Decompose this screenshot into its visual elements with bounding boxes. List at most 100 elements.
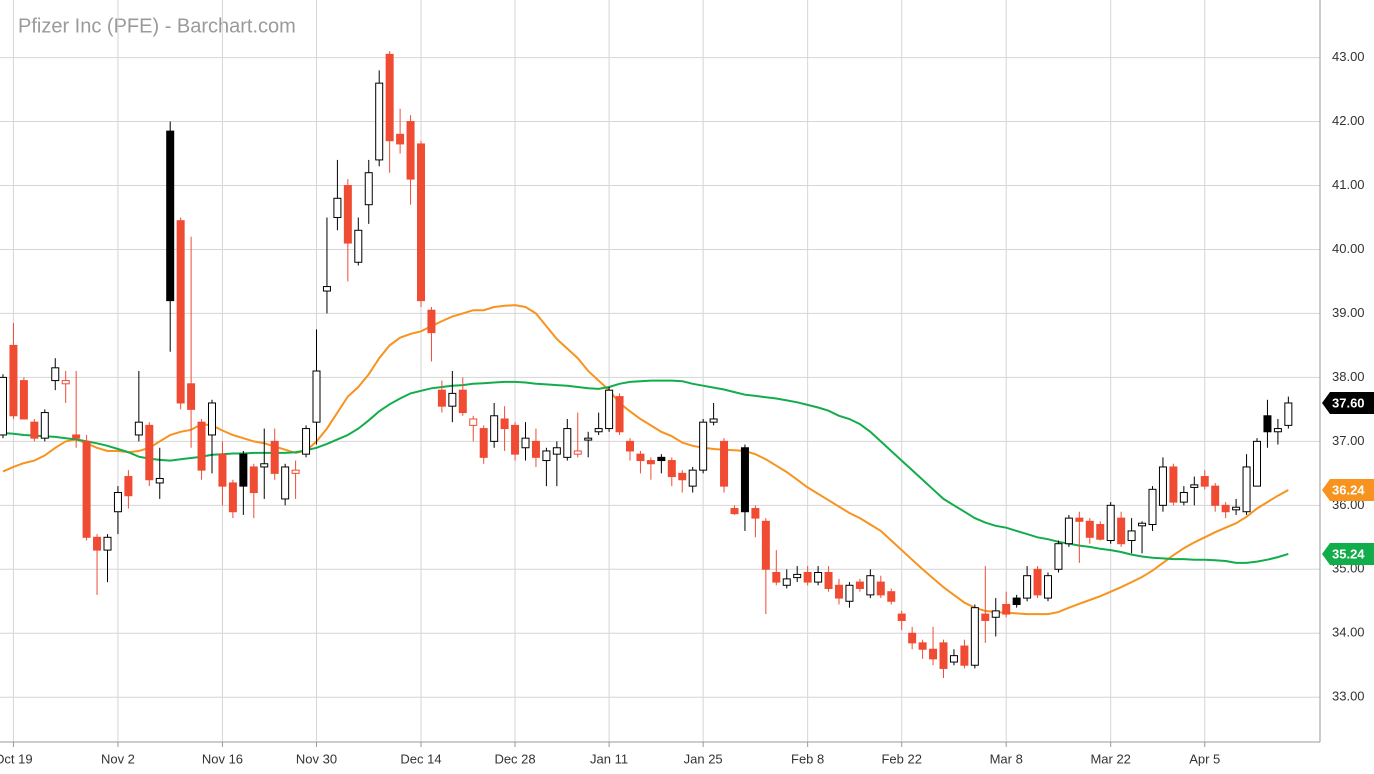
candle-body	[887, 591, 896, 602]
candle-body	[239, 453, 248, 487]
candle-body	[949, 655, 958, 663]
candle-body	[406, 121, 415, 180]
candle-body	[72, 434, 81, 439]
candle-body	[375, 82, 384, 161]
candle-body	[605, 389, 614, 430]
candle-body	[1054, 543, 1063, 570]
candle-body	[855, 581, 864, 589]
x-tick-label: Jan 11	[590, 751, 628, 766]
candle-body	[155, 477, 164, 484]
candle-body	[636, 453, 645, 462]
candle-body	[197, 421, 206, 471]
candle-body	[594, 428, 603, 433]
candle-body	[1263, 415, 1272, 433]
candle-body	[667, 460, 676, 478]
x-tick-label: Nov 2	[101, 751, 135, 766]
y-tick-label: 39.00	[1332, 305, 1365, 320]
candle-body	[845, 584, 854, 602]
x-tick-label: Nov 16	[202, 751, 243, 766]
x-tick-label: Dec 14	[400, 751, 441, 766]
x-tick-label: Mar 22	[1090, 751, 1130, 766]
candle-body	[176, 220, 185, 404]
candle-body	[1169, 466, 1178, 503]
x-tick-label: Jan 25	[684, 751, 723, 766]
candle-body	[479, 428, 488, 458]
candle-body	[939, 642, 948, 669]
candle-body	[1242, 466, 1251, 513]
candle-body	[1158, 466, 1167, 506]
candle-body	[1096, 524, 1105, 540]
candle-body	[385, 53, 394, 142]
candle-body	[970, 607, 979, 666]
candle-body	[1075, 517, 1084, 522]
candle-body	[364, 172, 373, 206]
candle-body	[458, 389, 467, 414]
candle-body	[814, 571, 823, 583]
candle-body	[908, 632, 917, 644]
x-tick-label: Oct 19	[0, 751, 33, 766]
candle-body	[312, 370, 321, 423]
candle-body	[1064, 517, 1073, 545]
candle-body	[688, 469, 697, 487]
y-tick-label: 43.00	[1332, 49, 1365, 64]
candle-body	[396, 133, 405, 145]
candle-body	[730, 508, 739, 515]
candle-body	[82, 440, 91, 538]
candle-body	[113, 492, 122, 513]
candle-body	[1221, 504, 1230, 513]
candle-body	[40, 412, 49, 439]
candle-body	[51, 367, 60, 382]
y-tick-label: 40.00	[1332, 241, 1365, 256]
chart-title: Pfizer Inc (PFE) - Barchart.com	[18, 15, 296, 37]
candle-body	[93, 536, 102, 551]
candle-body	[761, 520, 770, 570]
candle-body	[876, 581, 885, 596]
candle-body	[1002, 603, 1011, 615]
candle-body	[960, 645, 969, 666]
candle-body	[991, 610, 1000, 618]
candle-body	[427, 309, 436, 334]
candle-body	[803, 571, 812, 583]
candle-body	[469, 418, 478, 426]
candle-body	[929, 648, 938, 660]
moving-average-line	[2, 379, 1289, 564]
last-value-label: 35.24	[1332, 546, 1365, 561]
candle-body	[134, 421, 143, 436]
candle-body	[145, 424, 154, 481]
candle-body	[573, 450, 582, 455]
candle-body	[1085, 520, 1094, 538]
candle-body	[531, 440, 540, 458]
candle-body	[166, 130, 175, 302]
candle-body	[1284, 402, 1293, 426]
x-tick-label: Apr 5	[1189, 751, 1220, 766]
candle-body	[678, 472, 687, 481]
candle-body	[709, 418, 718, 423]
candle-body	[281, 466, 290, 500]
last-value-label: 36.24	[1332, 482, 1365, 497]
candle-body	[657, 456, 666, 462]
candle-body	[291, 469, 300, 474]
candle-body	[61, 380, 70, 385]
candle-body	[437, 389, 446, 407]
candle-body	[1117, 517, 1126, 545]
candle-body	[552, 447, 561, 455]
candle-body	[699, 421, 708, 471]
candle-body	[187, 383, 196, 410]
last-value-box	[1322, 542, 1374, 565]
candle-body	[1023, 575, 1032, 599]
candle-body	[793, 573, 802, 579]
candle-body	[1179, 492, 1188, 503]
candle-body	[1033, 568, 1042, 596]
candle-body	[1106, 504, 1115, 542]
last-value-label: 37.60	[1332, 395, 1365, 410]
candle-body	[615, 396, 624, 433]
candle-body	[448, 392, 457, 407]
candle-body	[1127, 530, 1136, 542]
candle-body	[626, 440, 634, 452]
candle-body	[1012, 597, 1021, 605]
candle-body	[782, 578, 791, 586]
last-value-box	[1322, 391, 1374, 414]
candle-body	[30, 421, 39, 439]
candle-body	[19, 380, 28, 420]
candle-body	[270, 440, 279, 474]
